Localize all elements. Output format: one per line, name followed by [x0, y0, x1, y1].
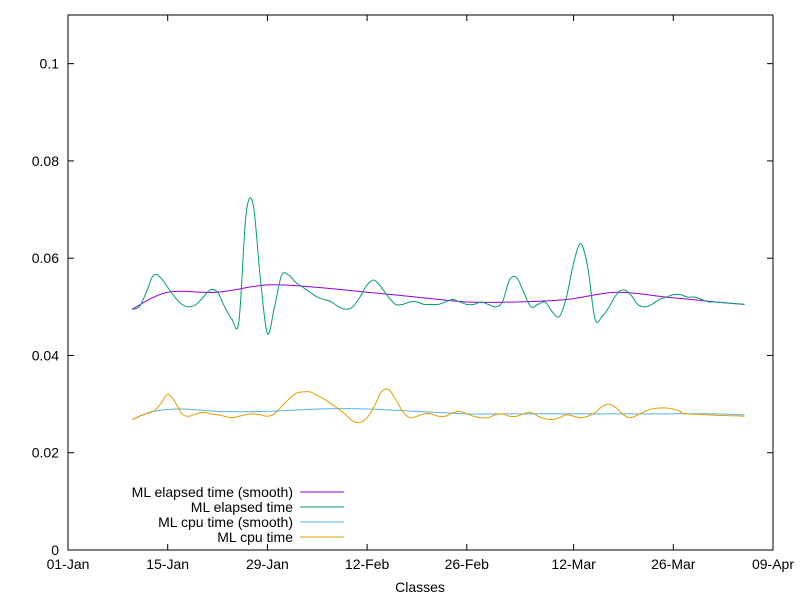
legend-label: ML elapsed time (smooth) — [132, 484, 293, 500]
x-tick-label: 12-Feb — [345, 556, 390, 572]
x-axis-label: Classes — [395, 579, 445, 595]
x-tick-label: 26-Feb — [445, 556, 490, 572]
ml-cpu-time-line — [131, 388, 745, 424]
tick-layer: 0 0.02 0.04 0.06 0.08 0.1 01-Jan 15-Jan 29-Jan 12… — [32, 15, 794, 572]
legend-label: ML elapsed time — [191, 499, 293, 515]
x-tick-label: 01-Jan — [47, 556, 90, 572]
ml-cpu-time-smooth-line — [131, 408, 745, 421]
series-layer — [131, 197, 745, 424]
legend-entry: ML elapsed time (smooth) — [132, 484, 344, 500]
plot-frame — [67, 14, 774, 551]
ml-elapsed-time-smooth-line — [131, 284, 745, 310]
ml-elapsed-time-line — [131, 197, 745, 335]
x-tick-label: 26-Mar — [651, 556, 696, 572]
y-tick-label: 0.04 — [32, 347, 59, 363]
legend-entry: ML elapsed time — [191, 499, 344, 515]
x-tick-label: 12-Mar — [551, 556, 596, 572]
legend-label: ML cpu time (smooth) — [158, 514, 293, 530]
legend-label: ML cpu time — [217, 529, 293, 545]
y-tick-label: 0 — [51, 542, 59, 558]
x-tick-label: 29-Jan — [246, 556, 289, 572]
x-tick-label: 09-Apr — [752, 556, 794, 572]
y-tick-label: 0.1 — [40, 56, 60, 72]
y-tick-label: 0.08 — [32, 153, 59, 169]
legend: ML elapsed time (smooth)ML elapsed timeM… — [132, 484, 344, 545]
legend-entry: ML cpu time (smooth) — [158, 514, 344, 530]
x-tick-label: 15-Jan — [146, 556, 189, 572]
y-tick-label: 0.06 — [32, 250, 59, 266]
legend-entry: ML cpu time — [217, 529, 344, 545]
y-tick-label: 0.02 — [32, 445, 59, 461]
